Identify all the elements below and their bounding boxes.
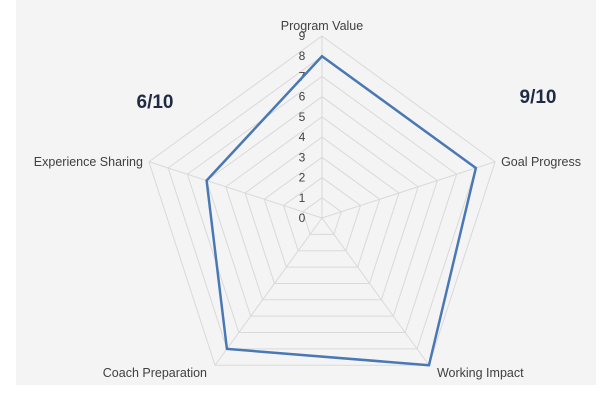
spoke-1 <box>321 161 496 219</box>
tick-label-0: 0 <box>299 211 306 225</box>
grid-ring-6 <box>206 96 438 317</box>
data-point-0-1 <box>474 166 478 170</box>
category-label-4: Experience Sharing <box>34 155 143 169</box>
spoke-4 <box>148 161 323 219</box>
left-score-annotation: 6/10 <box>137 92 174 113</box>
spoke-2 <box>321 217 430 366</box>
tick-label-5: 5 <box>299 110 306 124</box>
category-label-0: Program Value <box>281 19 363 33</box>
radar-axes <box>148 36 496 366</box>
series-line-0 <box>205 54 478 367</box>
right-score-annotation: 9/10 <box>520 87 557 108</box>
grid-ring-1 <box>302 197 342 235</box>
grid-ring-5 <box>225 116 419 301</box>
grid-ring-3 <box>263 156 381 268</box>
data-point-0-2 <box>427 364 431 367</box>
radar-series <box>205 54 478 367</box>
tick-label-6: 6 <box>299 90 306 104</box>
tick-label-1: 1 <box>299 191 306 205</box>
chart-panel <box>16 0 596 385</box>
tick-label-8: 8 <box>299 49 306 63</box>
data-point-0-0 <box>320 55 324 58</box>
data-point-0-4 <box>205 179 208 182</box>
grid-ring-9 <box>148 35 496 366</box>
category-label-3: Coach Preparation <box>103 366 207 380</box>
grid-ring-7 <box>186 75 458 334</box>
category-label-1: Goal Progress <box>501 155 581 169</box>
tick-label-9: 9 <box>299 29 306 43</box>
tick-label-3: 3 <box>299 150 306 164</box>
tick-label-2: 2 <box>299 171 306 185</box>
category-labels: Program Value Goal Progress Working Impact… <box>34 19 581 380</box>
tick-label-4: 4 <box>299 130 306 144</box>
grid-ring-2 <box>282 176 362 252</box>
grid-ring-4 <box>244 136 400 284</box>
spoke-3 <box>214 217 323 366</box>
category-label-2: Working Impact <box>437 366 524 380</box>
data-point-0-3 <box>225 347 229 351</box>
